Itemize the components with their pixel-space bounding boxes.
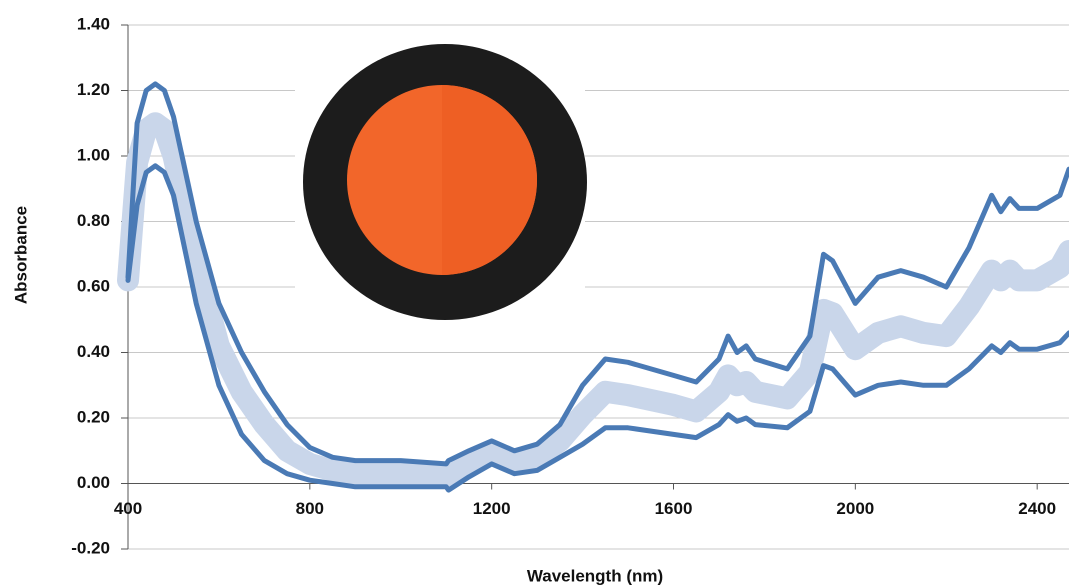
y-axis-title: Absorbance [11,206,30,304]
x-tick-label: 1200 [473,499,511,518]
x-axis-title: Wavelength (nm) [527,566,663,585]
y-tick-label: 0.20 [77,407,110,426]
page: -0.20 0.00 0.20 0.40 0.60 0.80 1.00 1.20 1.40 400… [0,0,1069,588]
y-tick-label: 0.00 [77,473,110,492]
x-tick-label: 400 [114,499,142,518]
y-tick-label: 0.80 [77,211,110,230]
y-tick-label: 1.40 [77,14,110,33]
spectrum-line [128,123,1069,477]
y-tick-label: 0.60 [77,276,110,295]
y-tick-label: 0.40 [77,342,110,361]
x-tick-label: 2000 [836,499,874,518]
chart: -0.20 0.00 0.20 0.40 0.60 0.80 1.00 1.20 1.40 400… [0,0,1069,588]
y-tick-label: 1.00 [77,145,110,164]
y-tick-label: 1.20 [77,80,110,99]
x-tick-label: 1600 [655,499,693,518]
y-tick-label: -0.20 [71,538,110,557]
sample-photo [295,30,587,330]
x-tick-label: 2400 [1018,499,1056,518]
x-tick-label: 800 [296,499,324,518]
